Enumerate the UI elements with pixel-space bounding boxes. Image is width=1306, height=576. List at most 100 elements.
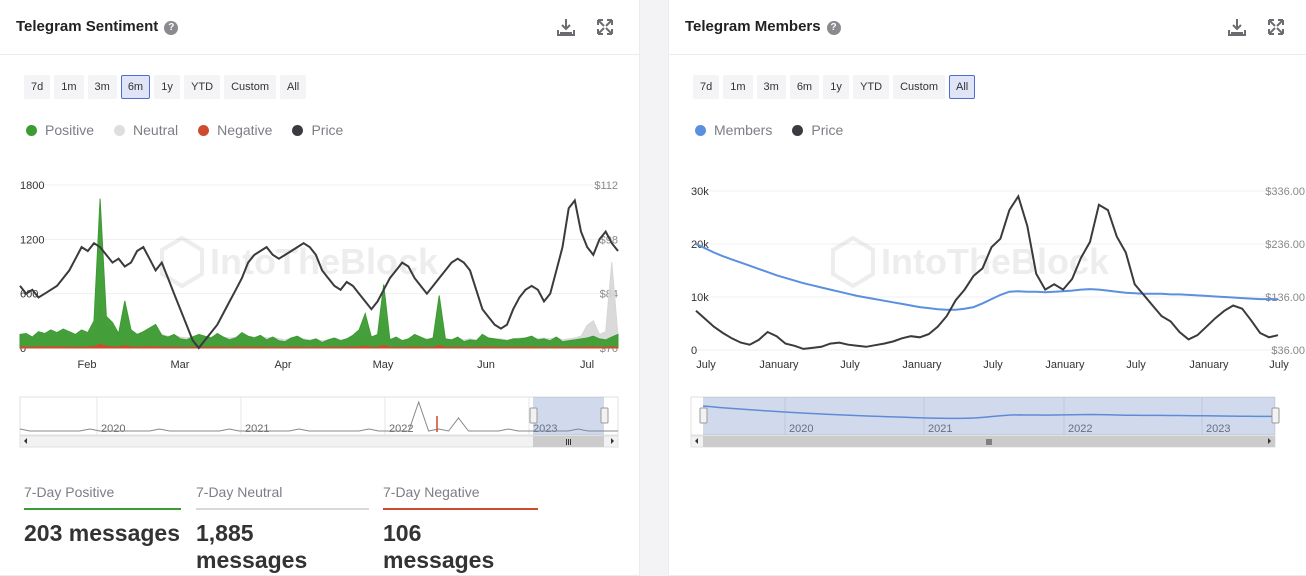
stat-label: 7-Day Negative <box>383 484 538 510</box>
time-range-selector: 7d 1m 3m 6m 1y YTD Custom All <box>693 75 976 99</box>
navigator-handle[interactable] <box>600 407 609 424</box>
time-range-selector: 7d 1m 3m 6m 1y YTD Custom All <box>24 75 307 99</box>
range-button-6m[interactable]: 6m <box>789 75 820 99</box>
y-left-tick-label: 30k <box>691 186 709 198</box>
watermark-text: IntoTheBlock <box>210 241 439 282</box>
x-tick-label: July <box>983 359 1003 371</box>
x-tick-label: Apr <box>274 359 291 371</box>
telegram-members-panel: Telegram Members? 7d 1m 3m 6m 1y YTD Custom All… <box>668 0 1306 576</box>
navigator-handle[interactable] <box>1271 407 1280 424</box>
navigator-handle[interactable] <box>529 407 538 424</box>
scroll-right-arrow-icon[interactable] <box>611 438 614 444</box>
legend-item-negative[interactable]: Negative <box>198 122 272 138</box>
navigator-frame <box>19 396 619 436</box>
range-button-3m[interactable]: 3m <box>756 75 786 99</box>
x-tick-label: July <box>840 359 860 371</box>
navigator-year-label: 2020 <box>101 423 125 435</box>
x-tick-label: July <box>1126 359 1146 371</box>
range-button-custom[interactable]: Custom <box>224 75 276 99</box>
range-button-all[interactable]: All <box>949 75 976 99</box>
scroll-left-arrow-icon[interactable] <box>24 438 27 444</box>
legend-dot <box>695 124 706 136</box>
range-button-3m[interactable]: 3m <box>87 75 117 99</box>
legend-label: Neutral <box>133 122 179 138</box>
y-right-tick-label: $98 <box>600 234 618 246</box>
range-button-7d[interactable]: 7d <box>24 75 51 99</box>
stat-label: 7-Day Neutral <box>196 484 369 510</box>
navigator-year-label: 2021 <box>928 423 952 435</box>
legend-dot <box>198 124 210 136</box>
y-left-tick-label: 0 <box>20 343 26 355</box>
help-icon[interactable]: ? <box>826 21 841 35</box>
range-button-1y[interactable]: 1y <box>154 75 181 99</box>
y-left-tick-label: 1800 <box>20 180 44 192</box>
scroll-left-arrow-icon[interactable] <box>695 438 698 444</box>
y-right-tick-label: $136.00 <box>1265 292 1305 304</box>
legend-dot <box>792 124 804 136</box>
navigator-series <box>19 400 618 432</box>
y-right-tick-label: $112 <box>594 180 618 192</box>
range-button-custom[interactable]: Custom <box>893 75 945 99</box>
watermark-logo <box>831 235 875 289</box>
x-tick-label: Jun <box>477 359 495 371</box>
members-line <box>695 243 1278 311</box>
stat-label: 7-Day Positive <box>24 484 181 510</box>
sentiment-chart: 1800$1121200$98600$840$70FebMarAprMayJun… <box>19 180 619 448</box>
navigator-series <box>702 405 1275 420</box>
navigator-year-label: 2020 <box>789 423 813 435</box>
telegram-sentiment-panel: Telegram Sentiment? 7d 1m 3m 6m 1y YTD Custom A… <box>0 0 640 576</box>
range-button-ytd[interactable]: YTD <box>184 75 221 99</box>
x-tick-label: Jul <box>580 359 594 371</box>
legend-item-price[interactable]: Price <box>292 122 343 138</box>
download-icon[interactable] <box>1226 16 1248 38</box>
legend-item-neutral[interactable]: Neutral <box>114 122 178 138</box>
legend-item-members[interactable]: Members <box>695 122 772 138</box>
legend-label: Price <box>811 122 844 138</box>
download-icon[interactable] <box>555 16 577 38</box>
positive-area <box>19 198 619 349</box>
navigator-year-label: 2022 <box>1068 423 1092 435</box>
navigator-year-label: 2023 <box>1206 423 1230 435</box>
range-button-7d[interactable]: 7d <box>693 75 720 99</box>
navigator-selection[interactable] <box>533 397 604 435</box>
panel-title: Telegram Sentiment? <box>16 18 179 35</box>
range-button-all[interactable]: All <box>280 75 307 99</box>
range-button-1y[interactable]: 1y <box>823 75 850 99</box>
fullscreen-icon[interactable] <box>1265 16 1287 38</box>
scroll-right-arrow-icon[interactable] <box>1268 438 1271 444</box>
legend-item-positive[interactable]: Positive <box>26 122 94 138</box>
range-button-6m[interactable]: 6m <box>120 75 151 99</box>
navigator-handle[interactable] <box>699 407 708 424</box>
help-icon[interactable]: ? <box>164 21 179 35</box>
x-tick-label: Feb <box>78 359 97 371</box>
stat-positive: 7-Day Positive 203 messages <box>24 484 181 547</box>
price-line <box>695 193 1279 350</box>
y-left-tick-label: 10k <box>691 292 709 304</box>
watermark: IntoTheBlock <box>831 235 1110 289</box>
watermark-text: IntoTheBlock <box>881 241 1110 282</box>
fullscreen-icon[interactable] <box>594 16 616 38</box>
panel-title: Telegram Members? <box>685 18 841 35</box>
stat-negative: 7-Day Negative 106 messages <box>383 484 538 574</box>
navigator-selection[interactable] <box>703 397 1275 435</box>
x-tick-label: January <box>902 359 942 371</box>
range-button-1m[interactable]: 1m <box>723 75 753 99</box>
panel-header: Telegram Members? <box>669 0 1306 55</box>
legend-dot <box>292 124 304 136</box>
stat-value: 1,885 messages <box>196 520 308 573</box>
range-button-ytd[interactable]: YTD <box>853 75 890 99</box>
scrollbar-track[interactable] <box>19 435 619 448</box>
range-button-1m[interactable]: 1m <box>54 75 84 99</box>
legend-dot <box>26 124 37 136</box>
legend-label: Members <box>714 122 773 138</box>
y-right-tick-label: $336.00 <box>1265 186 1305 198</box>
y-left-tick-label: 1200 <box>20 234 44 246</box>
legend-label: Negative <box>217 122 273 138</box>
price-line <box>19 198 619 350</box>
x-tick-label: January <box>1045 359 1085 371</box>
x-tick-label: May <box>373 359 394 371</box>
legend-item-price[interactable]: Price <box>792 122 843 138</box>
legend-label: Positive <box>45 122 95 138</box>
legend-label: Price <box>311 122 344 138</box>
